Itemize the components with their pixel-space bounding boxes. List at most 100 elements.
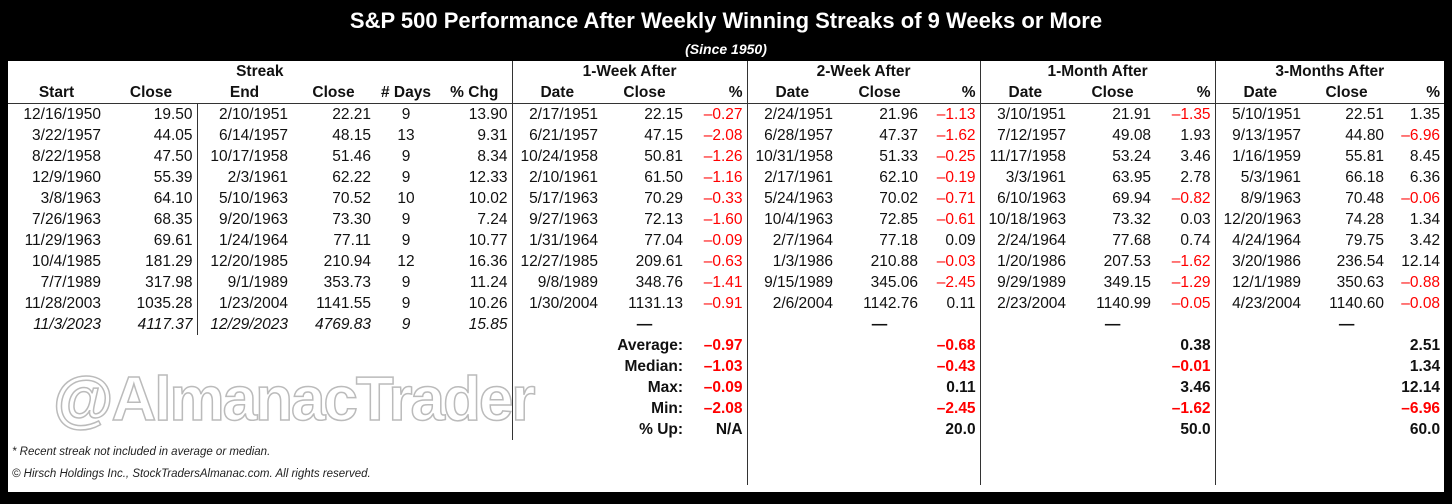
streak-cell: 73.30 [332, 211, 371, 228]
w1-cell: –0.33 [703, 190, 743, 207]
empty-cell [746, 335, 838, 356]
m1-cell: 63.95 [1112, 169, 1152, 186]
w2-cell: 62.10 [879, 169, 919, 186]
column-header: Start [8, 82, 105, 104]
streak-cell: 10.77 [468, 232, 508, 249]
w2-cell: 1142.76 [863, 295, 919, 312]
stat-label: Max: [647, 379, 684, 396]
m3-cell: 44.80 [1345, 127, 1385, 144]
streak-cell: 12.33 [468, 169, 508, 186]
group-header-2-week: 2-Week After [746, 61, 981, 82]
group-header-3-months: 3-Months After [1214, 61, 1445, 82]
streak-cell: 181.29 [145, 253, 193, 270]
empty-cell [1070, 464, 1155, 485]
m3-cell: 1.34 [1409, 211, 1441, 228]
m1-cell: –0.82 [1171, 190, 1211, 207]
streak-cell: 70.52 [332, 190, 371, 207]
column-header: Date [511, 82, 603, 104]
footnote-row: * Recent streak not included in average … [8, 440, 1444, 464]
streak-cell: 3/22/1957 [32, 127, 101, 144]
m1-cell: 3/3/1961 [979, 167, 1071, 188]
streak-cell: 55.39 [153, 169, 193, 186]
m3-cell: 5/10/1951 [1214, 103, 1306, 125]
w1-cell: –1.41 [703, 274, 743, 291]
w2-cell: 5/24/1963 [746, 188, 838, 209]
streak-cell: 2/10/1951 [196, 103, 292, 125]
table-row: 3/8/1963 64.10 5/10/1963 70.52 10 10.02 5/17/1… [8, 188, 1444, 209]
streak-cell: 48.15 [332, 127, 371, 144]
w2-cell: 72.85 [879, 211, 919, 228]
empty-cell [511, 377, 603, 398]
column-header: Close [292, 82, 375, 104]
m1-cell: 2.78 [1180, 169, 1211, 186]
m3-cell: 236.54 [1336, 253, 1385, 270]
empty-cell [8, 335, 512, 356]
empty-cell [837, 377, 922, 398]
w2-cell: 210.88 [870, 253, 919, 270]
w2-cell: –2.45 [936, 274, 976, 291]
w2-cell: –1.13 [936, 106, 976, 123]
m1-cell: 1.93 [1180, 127, 1211, 144]
w2-cell: 1/3/1986 [746, 251, 838, 272]
m1-cell: 3/10/1951 [979, 103, 1071, 125]
streak-cell: 6/14/1957 [196, 125, 292, 146]
stat-row: Average: –0.97 –0.68 0.38 2.51 [8, 335, 1444, 356]
stat-value-w2: 20.0 [945, 421, 976, 438]
m1-cell: 21.91 [1112, 106, 1152, 123]
empty-cell [1070, 419, 1155, 440]
stat-label: Median: [624, 358, 684, 375]
streak-cell: 69.61 [153, 232, 193, 249]
column-header: % Chg [437, 82, 513, 104]
m3-cell: 4/24/1964 [1214, 230, 1306, 251]
m1-cell: 2/23/2004 [979, 293, 1071, 314]
stat-value-m3: –6.96 [1401, 400, 1441, 417]
streak-cell: 12/9/1960 [32, 169, 101, 186]
w1-cell: –0.09 [703, 232, 743, 249]
m1-cell: 0.03 [1180, 211, 1211, 228]
streak-cell: 10.02 [468, 190, 508, 207]
w2-cell: –0.19 [936, 169, 976, 186]
w2-cell: –0.71 [936, 190, 976, 207]
streak-cell: 13.90 [468, 106, 508, 123]
m1-cell: –1.35 [1171, 106, 1211, 123]
recent-streak-cell: 11/3/2023 [33, 316, 101, 333]
table-row: 11/29/1963 69.61 1/24/1964 77.11 9 10.77 1/31/… [8, 230, 1444, 251]
streak-cell: 9 [401, 169, 411, 186]
streak-cell: 11/29/1963 [24, 232, 101, 249]
streak-cell: 9 [401, 274, 411, 291]
w1-cell: 348.76 [635, 274, 684, 291]
empty-cell [1305, 398, 1388, 419]
streak-cell: 9.31 [477, 127, 508, 144]
m3-cell: 8/9/1963 [1214, 188, 1306, 209]
recent-streak-cell: 9 [401, 316, 411, 333]
empty-cell [922, 464, 980, 485]
empty-cell [511, 335, 603, 356]
w1-cell: 47.15 [644, 127, 684, 144]
empty-cell [1070, 440, 1155, 464]
empty-cell [1155, 440, 1215, 464]
stat-label: % Up: [639, 421, 684, 438]
w2-cell: 2/7/1964 [746, 230, 838, 251]
empty-cell [1388, 440, 1444, 464]
table-row: 11/28/2003 1035.28 1/23/2004 1141.55 9 10.26 1… [8, 293, 1444, 314]
w1-cell: 22.15 [644, 106, 684, 123]
m3-cell: 22.51 [1345, 106, 1385, 123]
table-row: 12/16/1950 19.50 2/10/1951 22.21 9 13.90 2/17/… [8, 103, 1444, 125]
recent-streak-cell: 4769.83 [314, 316, 371, 333]
stat-row: Min: –2.08 –2.45 –1.62 –6.96 [8, 398, 1444, 419]
streak-cell: 10/4/1985 [32, 253, 101, 270]
w1-cell: –0.27 [703, 106, 743, 123]
m3-cell: –6.96 [1401, 127, 1441, 144]
streak-cell: 317.98 [145, 274, 193, 291]
stat-value-w2: –0.68 [936, 337, 976, 354]
empty-cell [979, 419, 1071, 440]
empty-cell [1214, 440, 1306, 464]
w1-cell: –2.08 [703, 127, 743, 144]
w1-cell: 72.13 [644, 211, 684, 228]
column-header: Close [105, 82, 197, 104]
group-header-streak: Streak [236, 63, 284, 80]
w2-cell: 10/31/1958 [746, 146, 838, 167]
streak-cell: 1/24/1964 [196, 230, 292, 251]
pending-dash: — [1338, 316, 1355, 333]
empty-cell [1305, 464, 1388, 485]
